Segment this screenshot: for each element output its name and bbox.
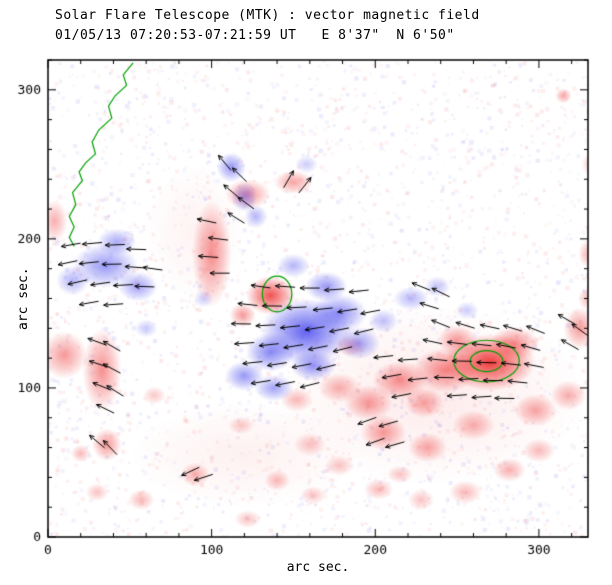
y-axis-label: arc sec. (16, 267, 31, 330)
x-axis-label: arc sec. (286, 560, 350, 575)
